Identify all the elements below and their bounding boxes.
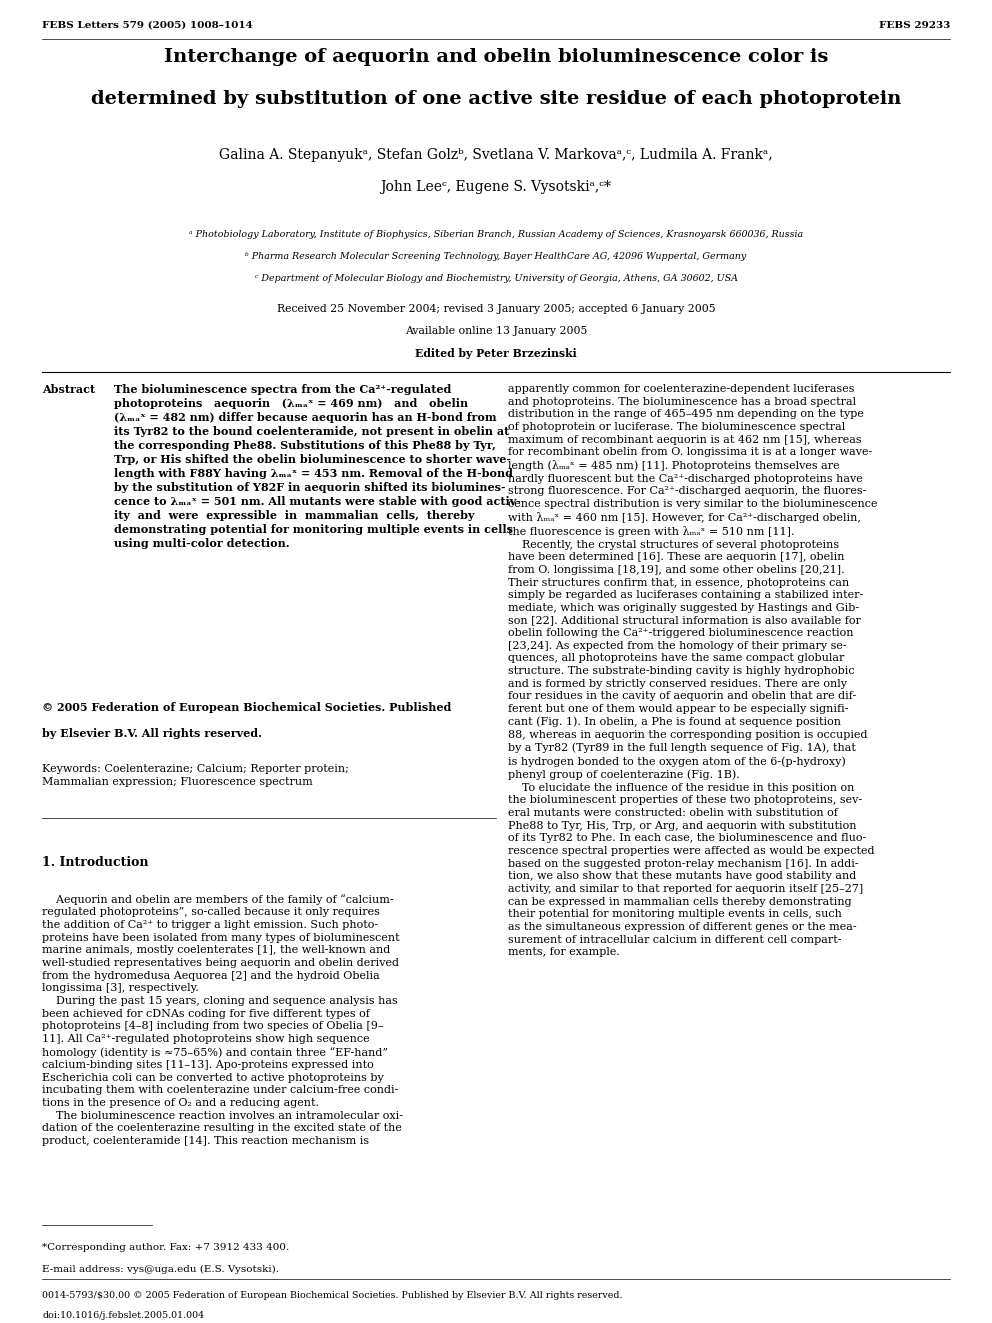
Text: ᵇ Pharma Research Molecular Screening Technology, Bayer HealthCare AG, 42096 Wup: ᵇ Pharma Research Molecular Screening Te… [245,251,747,261]
Text: John Leeᶜ, Eugene S. Vysotskiᵃ,ᶜ*: John Leeᶜ, Eugene S. Vysotskiᵃ,ᶜ* [381,180,611,194]
Text: FEBS 29233: FEBS 29233 [879,21,950,30]
Text: Abstract: Abstract [42,384,95,396]
Text: apparently common for coelenterazine-dependent luciferases
and photoproteins. Th: apparently common for coelenterazine-dep… [508,384,878,957]
Text: 0014-5793/$30.00 © 2005 Federation of European Biochemical Societies. Published : 0014-5793/$30.00 © 2005 Federation of Eu… [42,1291,623,1301]
Text: Galina A. Stepanyukᵃ, Stefan Golzᵇ, Svetlana V. Markovaᵃ,ᶜ, Ludmila A. Frankᵃ,: Galina A. Stepanyukᵃ, Stefan Golzᵇ, Svet… [219,148,773,161]
Text: 1. Introduction: 1. Introduction [42,856,149,869]
Text: *Corresponding author. Fax: +7 3912 433 400.: *Corresponding author. Fax: +7 3912 433 … [42,1244,290,1252]
Text: ᶜ Department of Molecular Biology and Biochemistry, University of Georgia, Athen: ᶜ Department of Molecular Biology and Bi… [255,274,737,283]
Text: FEBS Letters 579 (2005) 1008–1014: FEBS Letters 579 (2005) 1008–1014 [42,21,253,30]
Text: Aequorin and obelin are members of the family of “calcium-
regulated photoprotei: Aequorin and obelin are members of the f… [42,894,403,1146]
Text: ᵃ Photobiology Laboratory, Institute of Biophysics, Siberian Branch, Russian Aca: ᵃ Photobiology Laboratory, Institute of … [188,230,804,239]
Text: © 2005 Federation of European Biochemical Societies. Published: © 2005 Federation of European Biochemica… [42,703,451,713]
Text: The bioluminescence spectra from the Ca²⁺-regulated
photoproteins   aequorin   (: The bioluminescence spectra from the Ca²… [114,384,521,549]
Text: Interchange of aequorin and obelin bioluminescence color is: Interchange of aequorin and obelin biolu… [164,48,828,66]
Text: Received 25 November 2004; revised 3 January 2005; accepted 6 January 2005: Received 25 November 2004; revised 3 Jan… [277,304,715,314]
Text: by Elsevier B.V. All rights reserved.: by Elsevier B.V. All rights reserved. [42,728,262,740]
Text: Keywords: Coelenterazine; Calcium; Reporter protein;
Mammalian expression; Fluor: Keywords: Coelenterazine; Calcium; Repor… [42,763,349,787]
Text: E-mail address: vys@uga.edu (E.S. Vysotski).: E-mail address: vys@uga.edu (E.S. Vysots… [42,1265,279,1274]
Text: doi:10.1016/j.febslet.2005.01.004: doi:10.1016/j.febslet.2005.01.004 [42,1311,204,1320]
Text: Available online 13 January 2005: Available online 13 January 2005 [405,325,587,336]
Text: Edited by Peter Brzezinski: Edited by Peter Brzezinski [415,348,577,359]
Text: determined by substitution of one active site residue of each photoprotein: determined by substitution of one active… [91,90,901,108]
